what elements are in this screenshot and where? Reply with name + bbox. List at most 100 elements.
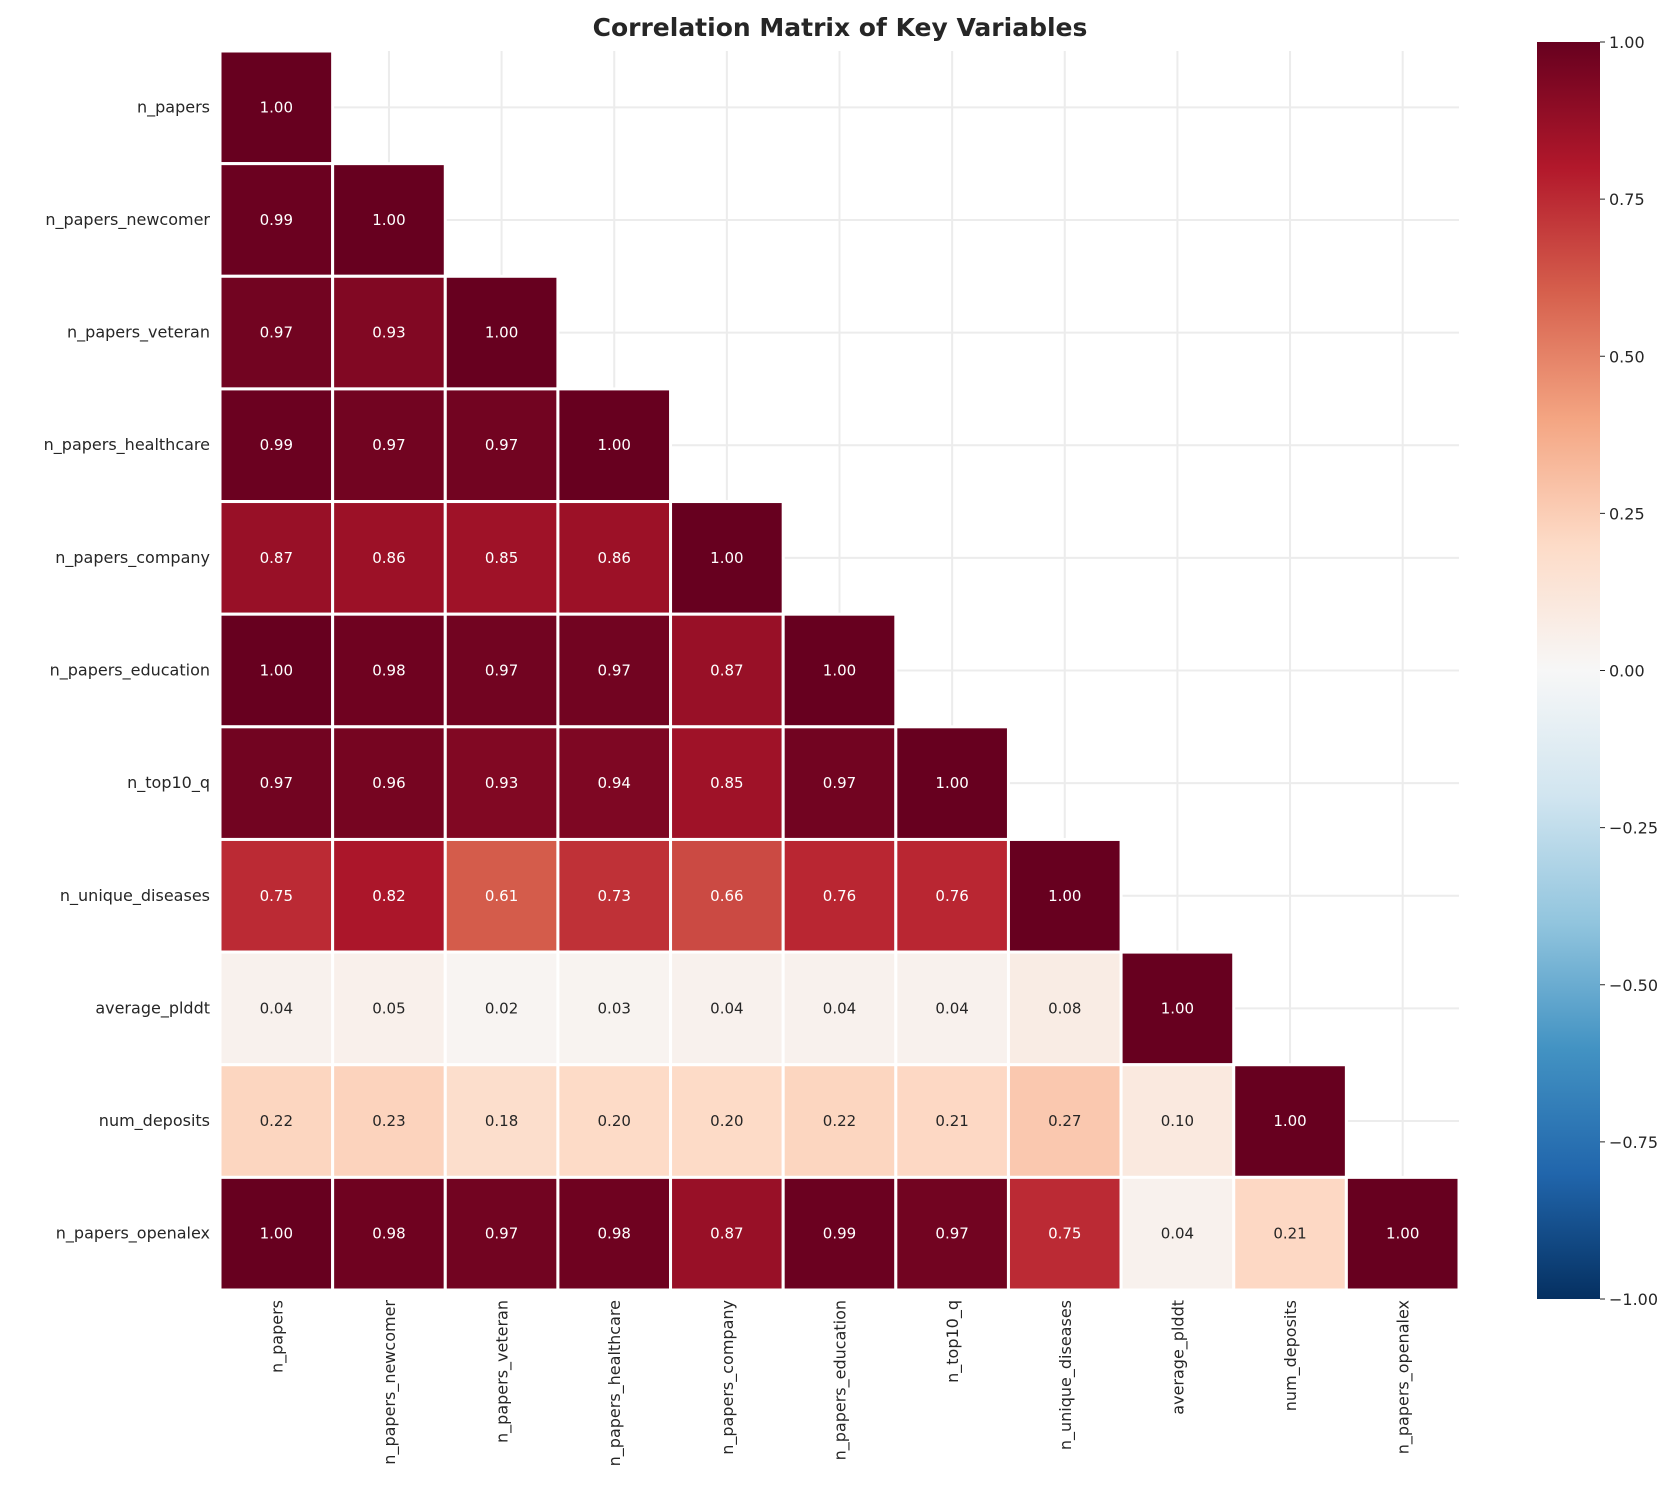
cell-value-label: 0.73 [598,887,631,905]
cell-value-label: 0.96 [372,774,405,792]
cell-value-label: 0.22 [260,1112,293,1130]
colorbar-tick-label: 0.25 [1609,504,1645,523]
cell-value-label: 0.87 [710,662,743,680]
heatmap-cell [556,387,673,504]
heatmap-cell [218,1175,335,1292]
cell-value-label: 0.20 [598,1112,631,1130]
cell-value-label: 1.00 [260,1225,293,1243]
cell-value-label: 0.04 [260,999,293,1017]
heatmap-cell [218,162,335,278]
x-tick-label: n_papers_newcomer [380,1300,400,1465]
x-tick-label: n_papers_openalex [1394,1300,1414,1454]
heatmap-cell [443,612,560,729]
heatmap-cell [218,500,335,616]
cell-value-label: 1.00 [935,774,968,792]
cell-value-label: 0.04 [823,999,856,1017]
cell-value-label: 0.75 [1048,1225,1081,1243]
heatmap-cell [443,500,560,616]
cell-value-label: 0.05 [372,999,405,1017]
cell-value-label: 0.86 [598,549,631,567]
cell-value-label: 1.00 [823,662,856,680]
cell-value-label: 0.22 [823,1112,856,1130]
cell-value-label: 0.97 [935,1225,968,1243]
y-tick-label: n_papers [137,97,210,117]
heatmap-cell [1232,1175,1348,1292]
cell-value-label: 0.21 [1273,1225,1306,1243]
x-tick-label: n_papers_education [831,1300,851,1460]
cell-value-label: 0.03 [598,999,631,1017]
colorbar-tick-label: 1.00 [1609,33,1645,52]
cell-value-label: 0.97 [260,774,293,792]
cell-value-label: 0.99 [260,211,293,229]
cell-value-label: 1.00 [1386,1225,1419,1243]
x-tick-label: average_plddt [1168,1300,1188,1415]
heatmap-cell [218,612,335,729]
cell-value-label: 1.00 [598,436,631,454]
colorbar-tick-label: 0.00 [1609,662,1645,681]
heatmap-cell [1006,1175,1123,1292]
x-tick-label: num_deposits [1281,1300,1301,1411]
cell-value-label: 1.00 [710,549,743,567]
colorbar [1537,42,1600,1299]
cell-value-label: 0.61 [485,887,518,905]
heatmap-cell [443,950,560,1067]
heatmap-cell [218,725,335,841]
heatmap-cell [669,612,785,729]
x-tick-label: n_papers_company [718,1300,738,1455]
x-tick-label: n_papers_healthcare [605,1300,625,1466]
heatmap-cell [331,1175,447,1292]
y-tick-label: n_papers_newcomer [45,210,210,230]
cell-value-label: 0.97 [372,436,405,454]
x-tick-labels: n_papers n_papers_newcomer n_papers_vetera… [267,1300,1413,1467]
cell-value-label: 0.86 [372,549,405,567]
cell-value-label: 0.93 [372,324,405,342]
heatmap-cell [331,612,447,729]
colorbar-tick-label: 0.50 [1609,347,1645,366]
heatmap-cell [1119,950,1236,1067]
cell-value-label: 0.85 [710,774,743,792]
cell-value-label: 0.21 [935,1112,968,1130]
cell-value-label: 0.87 [260,549,293,567]
cell-value-label: 1.00 [1048,887,1081,905]
heatmap-cell [218,274,335,391]
heatmap-cell [556,837,673,954]
cell-value-label: 0.76 [935,887,968,905]
cell-value-label: 0.66 [710,887,743,905]
heatmap-cell [331,1063,447,1179]
heatmap-cell [781,1175,898,1292]
cell-value-label: 0.99 [260,436,293,454]
cell-value-label: 0.10 [1161,1112,1194,1130]
heatmap-cell [894,1175,1010,1292]
cell-value-label: 1.00 [260,98,293,116]
cell-value-label: 0.98 [372,662,405,680]
heatmap-cell [1119,1175,1236,1292]
colorbar-tick-label: 0.75 [1609,190,1645,209]
heatmap-cell [556,612,673,729]
cell-value-label: 0.94 [598,774,631,792]
cell-value-label: 0.98 [598,1225,631,1243]
cell-value-label: 0.87 [710,1225,743,1243]
cell-value-label: 0.23 [372,1112,405,1130]
cell-value-label: 0.18 [485,1112,518,1130]
heatmap-cells: 1.00 0.99 1.00 0.97 0.93 1.00 0.99 0.97 0.97 1.00… [218,49,1461,1292]
heatmap-cell [556,1063,673,1179]
y-tick-label: n_papers_company [55,548,210,568]
colorbar-tick-label: −1.00 [1609,1290,1658,1309]
y-tick-label: n_papers_healthcare [44,435,210,455]
cell-value-label: 0.02 [485,999,518,1017]
heatmap-cell [894,725,1010,841]
colorbar-tick-label: −0.50 [1609,976,1658,995]
cell-value-label: 0.76 [823,887,856,905]
heatmap-cell [556,500,673,616]
cell-value-label: 0.98 [372,1225,405,1243]
heatmap-cell [894,1063,1010,1179]
heatmap-cell [1006,837,1123,954]
cell-value-label: 1.00 [260,662,293,680]
heatmap-cell [443,387,560,504]
cell-value-label: 0.93 [485,774,518,792]
cell-value-label: 0.99 [823,1225,856,1243]
cell-value-label: 0.04 [1161,1225,1194,1243]
cell-value-label: 0.04 [710,999,743,1017]
heatmap-cell [1344,1175,1461,1292]
